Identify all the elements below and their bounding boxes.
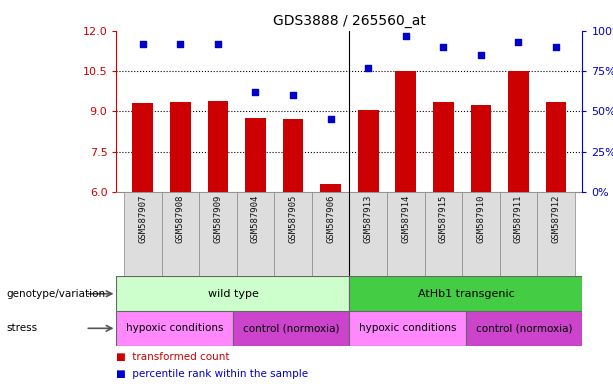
Text: hypoxic conditions: hypoxic conditions: [126, 323, 224, 333]
Bar: [199, 192, 237, 276]
Bar: [170, 102, 191, 192]
Bar: [537, 192, 575, 276]
Bar: [116, 311, 233, 346]
Bar: [132, 103, 153, 192]
Bar: [274, 192, 312, 276]
Text: control (normoxia): control (normoxia): [476, 323, 573, 333]
Text: stress: stress: [6, 323, 37, 333]
Bar: [546, 102, 566, 192]
Text: AtHb1 transgenic: AtHb1 transgenic: [417, 289, 514, 299]
Text: ■  percentile rank within the sample: ■ percentile rank within the sample: [116, 369, 308, 379]
Bar: [425, 192, 462, 276]
Bar: [233, 311, 349, 346]
Point: [401, 33, 411, 39]
Bar: [471, 104, 491, 192]
Bar: [124, 192, 162, 276]
Text: genotype/variation: genotype/variation: [6, 289, 105, 299]
Text: hypoxic conditions: hypoxic conditions: [359, 323, 457, 333]
Point: [213, 41, 223, 47]
Bar: [312, 192, 349, 276]
Text: GSM587905: GSM587905: [289, 195, 297, 243]
Point: [364, 65, 373, 71]
Bar: [433, 102, 454, 192]
Bar: [237, 192, 274, 276]
Bar: [349, 311, 466, 346]
Bar: [116, 276, 349, 311]
Text: GSM587908: GSM587908: [176, 195, 185, 243]
Point: [251, 89, 261, 95]
Bar: [508, 71, 529, 192]
Bar: [321, 184, 341, 192]
Bar: [358, 110, 379, 192]
Text: ■  transformed count: ■ transformed count: [116, 352, 230, 362]
Point: [514, 39, 524, 45]
Text: GSM587907: GSM587907: [139, 195, 147, 243]
Point: [138, 41, 148, 47]
Bar: [283, 119, 303, 192]
Point: [438, 44, 448, 50]
Bar: [349, 192, 387, 276]
Text: GSM587912: GSM587912: [552, 195, 560, 243]
Bar: [500, 192, 537, 276]
Title: GDS3888 / 265560_at: GDS3888 / 265560_at: [273, 14, 426, 28]
Text: GSM587915: GSM587915: [439, 195, 448, 243]
Text: GSM587910: GSM587910: [476, 195, 485, 243]
Bar: [162, 192, 199, 276]
Bar: [462, 192, 500, 276]
Text: GSM587909: GSM587909: [213, 195, 223, 243]
Bar: [208, 101, 228, 192]
Text: GSM587914: GSM587914: [402, 195, 410, 243]
Point: [476, 52, 486, 58]
Text: GSM587906: GSM587906: [326, 195, 335, 243]
Text: GSM587911: GSM587911: [514, 195, 523, 243]
Text: GSM587913: GSM587913: [364, 195, 373, 243]
Point: [326, 116, 335, 122]
Text: wild type: wild type: [208, 289, 258, 299]
Text: GSM587904: GSM587904: [251, 195, 260, 243]
Point: [175, 41, 185, 47]
Bar: [349, 276, 582, 311]
Bar: [395, 71, 416, 192]
Point: [288, 92, 298, 98]
Bar: [466, 311, 582, 346]
Text: control (normoxia): control (normoxia): [243, 323, 340, 333]
Point: [551, 44, 561, 50]
Bar: [245, 118, 266, 192]
Bar: [387, 192, 425, 276]
